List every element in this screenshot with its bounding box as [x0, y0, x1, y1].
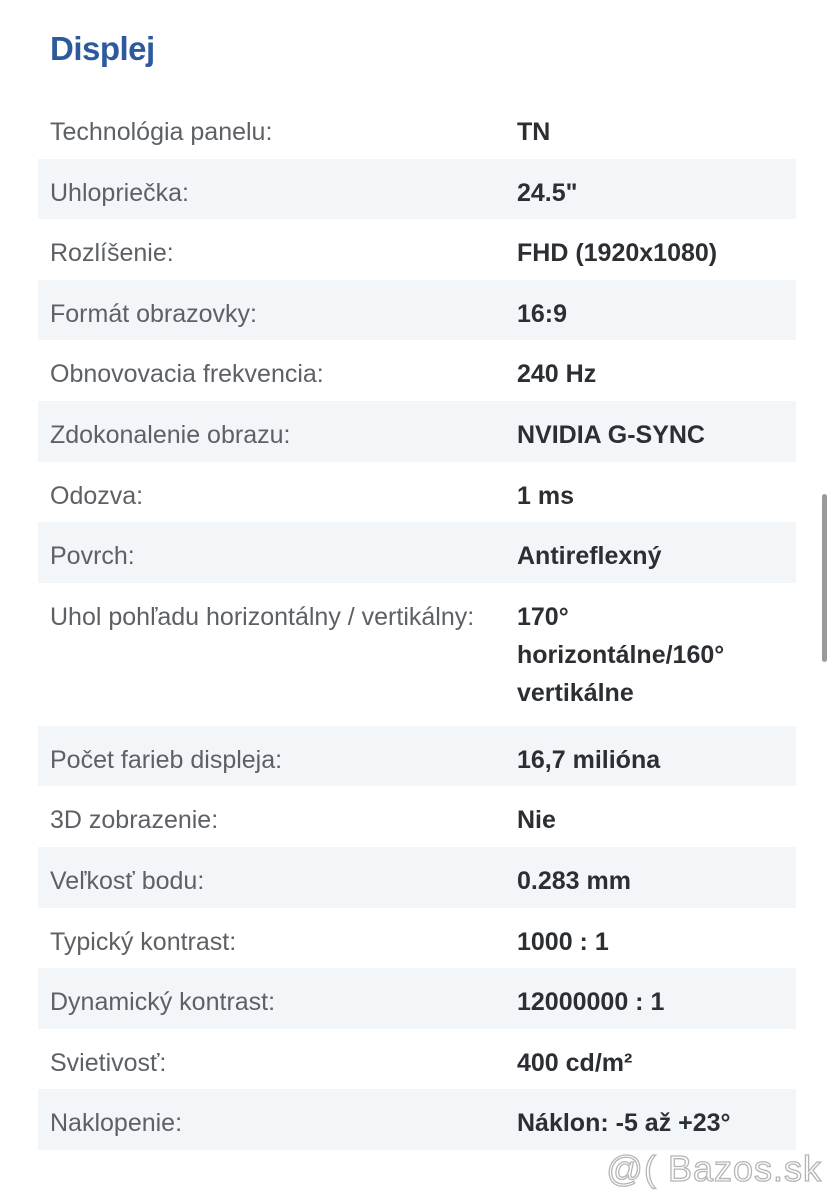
section-title: Displej — [50, 30, 155, 67]
spec-label: Uhol pohľadu horizontálny / vertikálny: — [50, 602, 475, 631]
spec-row: Zdokonalenie obrazu: NVIDIA G-SYNC — [38, 400, 796, 462]
spec-row: Formát obrazovky: 16:9 — [38, 279, 796, 341]
spec-label: Rozlíšenie: — [50, 239, 174, 268]
spec-label: Dynamický kontrast: — [50, 988, 276, 1017]
spec-table: Technológia panelu: TN Uhlopriečka: 24.5" Ro… — [38, 98, 796, 1150]
spec-value: 170° horizontálne/160° vertikálne — [517, 602, 725, 707]
spec-row: Počet farieb displeja: 16,7 milióna — [38, 725, 796, 787]
spec-value: Nie — [517, 806, 556, 835]
spec-row: Rozlíšenie: FHD (1920x1080) — [38, 219, 796, 280]
spec-row: Veľkosť bodu: 0.283 mm — [38, 846, 796, 908]
spec-row: Obnovovacia frekvencia: 240 Hz — [38, 340, 796, 401]
spec-row: Typický kontrast: 1000 : 1 — [38, 908, 796, 969]
spec-label: Technológia panelu: — [50, 118, 273, 146]
spec-value: 400 cd/m² — [517, 1048, 633, 1077]
scrollbar[interactable] — [822, 494, 827, 662]
spec-value: 24.5" — [517, 178, 578, 207]
spec-value: Náklon: -5 až +23° — [517, 1109, 731, 1138]
spec-label: Formát obrazovky: — [50, 299, 258, 328]
spec-value: FHD (1920x1080) — [517, 239, 718, 268]
spec-row: Svietivosť: 400 cd/m² — [38, 1029, 796, 1090]
spec-row: Odozva: 1 ms — [38, 462, 796, 523]
spec-value: 16:9 — [517, 299, 568, 328]
spec-label: Obnovovacia frekvencia: — [50, 360, 324, 389]
spec-row: Uhlopriečka: 24.5" — [38, 158, 796, 220]
spec-value: 240 Hz — [517, 360, 597, 389]
spec-row: Povrch: Antireflexný — [38, 522, 796, 583]
spec-value: Antireflexný — [517, 542, 662, 571]
spec-row: Naklopenie: Náklon: -5 až +23° — [38, 1089, 796, 1150]
spec-value: 12000000 : 1 — [517, 988, 665, 1017]
spec-label: Typický kontrast: — [50, 927, 237, 956]
spec-row: Uhol pohľadu horizontálny / vertikálny: 1… — [38, 583, 796, 726]
spec-row: Technológia panelu: TN — [38, 98, 796, 159]
spec-label: Povrch: — [50, 542, 135, 571]
spec-value: 0.283 mm — [517, 866, 631, 895]
spec-label: Odozva: — [50, 481, 144, 510]
spec-label: Svietivosť: — [50, 1048, 167, 1077]
spec-value: TN — [517, 118, 551, 146]
spec-label: Počet farieb displeja: — [50, 745, 283, 774]
spec-value: 1000 : 1 — [517, 927, 609, 956]
spec-label: Veľkosť bodu: — [50, 866, 205, 895]
spec-value: NVIDIA G-SYNC — [517, 420, 705, 449]
spec-label: Naklopenie: — [50, 1109, 183, 1138]
spec-label: Zdokonalenie obrazu: — [50, 420, 291, 449]
spec-row: Dynamický kontrast: 12000000 : 1 — [38, 968, 796, 1029]
spec-label: 3D zobrazenie: — [50, 806, 219, 835]
watermark-logo: @( Bazos.sk — [606, 1147, 822, 1189]
spec-value: 1 ms — [517, 481, 574, 510]
spec-row: 3D zobrazenie: Nie — [38, 786, 796, 847]
spec-value: 16,7 milióna — [517, 745, 661, 774]
spec-label: Uhlopriečka: — [50, 178, 189, 207]
